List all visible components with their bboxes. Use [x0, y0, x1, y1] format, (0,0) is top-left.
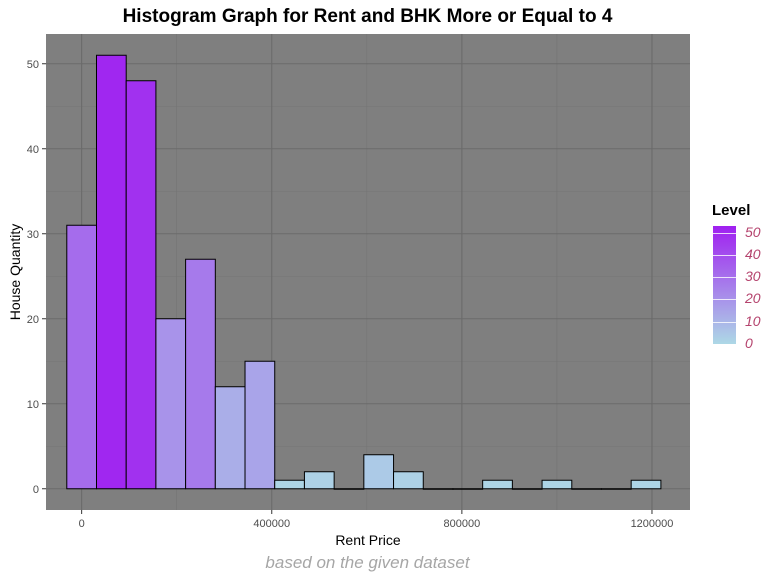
x-tick-label: 400000	[253, 518, 290, 530]
legend-title: Level	[712, 202, 751, 219]
x-tick-label: 800000	[444, 518, 481, 530]
histogram-bar	[600, 488, 632, 490]
y-tick-label: 30	[27, 229, 39, 241]
y-tick-label: 50	[27, 59, 39, 71]
histogram-bar	[630, 479, 662, 490]
legend-colorbar	[713, 226, 736, 344]
histogram-bar	[422, 488, 454, 490]
histogram-bar	[541, 479, 573, 490]
y-axis-ticks: 0 10 20 30 40 50	[27, 59, 46, 496]
y-axis-label: House Quantity	[7, 224, 23, 321]
chart-caption: based on the given dataset	[265, 553, 470, 572]
histogram-bar	[393, 471, 424, 490]
legend-label: 10	[745, 312, 761, 329]
histogram-bar	[66, 224, 97, 490]
y-tick-label: 40	[27, 144, 39, 156]
histogram-bar	[155, 318, 187, 490]
histogram-bar	[333, 488, 365, 490]
legend-label: 30	[745, 268, 761, 285]
histogram-bar	[125, 80, 157, 490]
y-tick-label: 0	[33, 484, 39, 496]
histogram-bar	[303, 471, 335, 490]
legend-tick	[713, 232, 736, 234]
histogram-bar	[244, 360, 276, 490]
legend-label: 40	[745, 245, 761, 262]
x-axis-ticks: 0 400000 800000 1200000	[79, 510, 674, 530]
x-tick-label: 1200000	[631, 518, 674, 530]
legend-label: 50	[745, 223, 761, 240]
legend-tick	[713, 344, 736, 345]
y-tick-label: 10	[27, 399, 39, 411]
histogram-bar	[452, 488, 484, 490]
histogram-bar	[185, 258, 216, 490]
histogram-bar	[274, 479, 305, 490]
legend-tick	[713, 299, 736, 301]
legend-label: 0	[745, 335, 753, 351]
x-tick-label: 0	[79, 518, 85, 530]
bars-group	[66, 54, 662, 490]
histogram-bar	[214, 386, 246, 490]
histogram-bar	[95, 54, 127, 490]
histogram-bar	[511, 488, 543, 490]
x-axis-label: Rent Price	[335, 532, 401, 548]
histogram-bar	[363, 454, 395, 490]
legend-label: 20	[745, 290, 761, 307]
histogram-bar	[482, 479, 513, 490]
legend-tick	[713, 321, 736, 323]
legend-tick	[713, 277, 736, 279]
legend-tick	[713, 254, 736, 256]
histogram-bar	[571, 488, 602, 490]
y-tick-label: 20	[27, 314, 39, 326]
chart-title: Histogram Graph for Rent and BHK More or…	[122, 6, 613, 27]
